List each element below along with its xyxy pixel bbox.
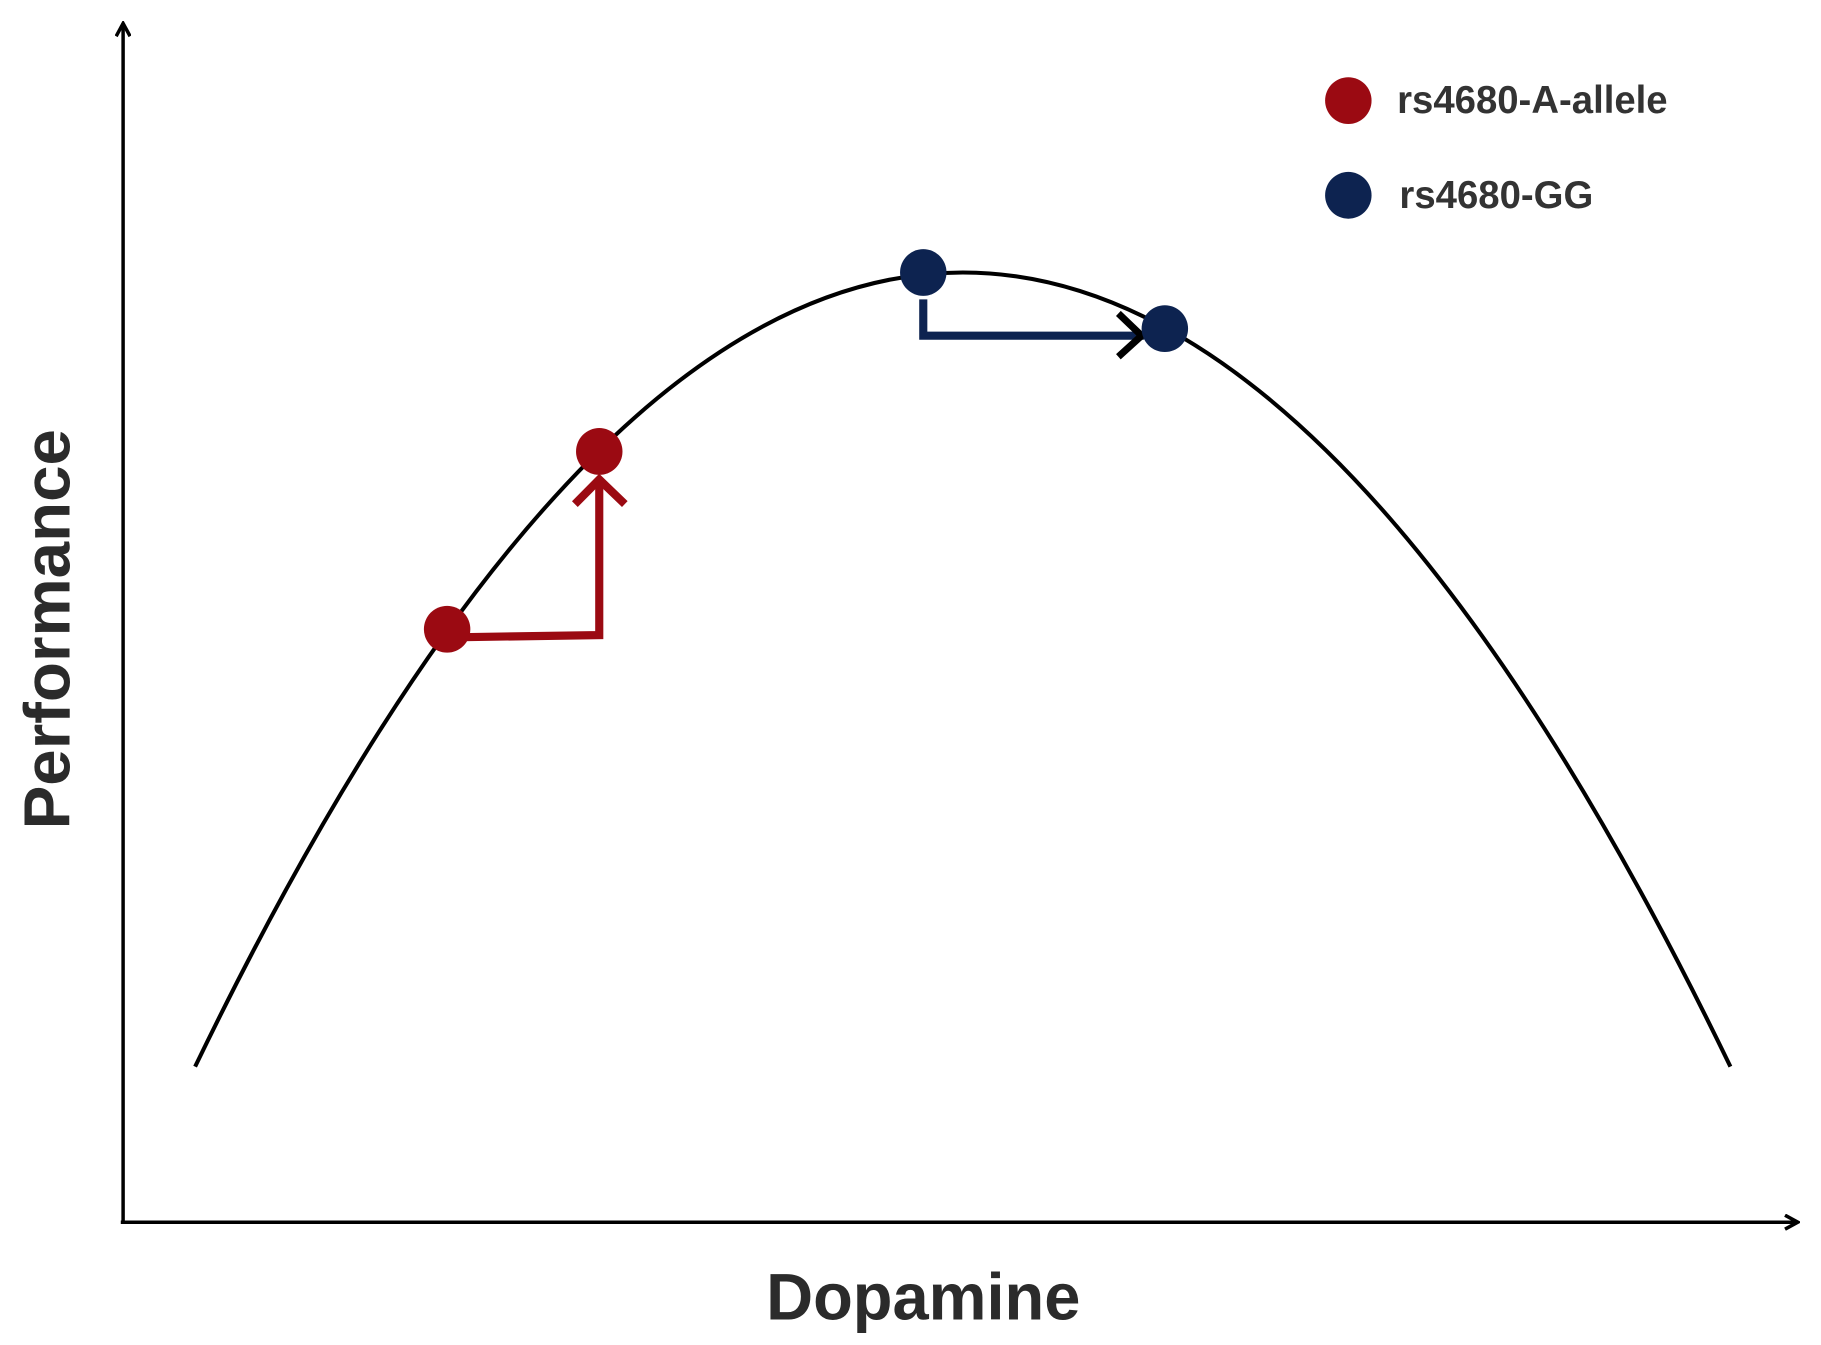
legend-marker xyxy=(1325,77,1372,124)
gg-arrow xyxy=(919,299,1144,340)
legend-marker xyxy=(1325,171,1372,219)
a-allele-arrowhead xyxy=(571,473,628,508)
a-allele-point xyxy=(423,605,471,653)
gg-point xyxy=(1141,305,1189,353)
a-allele-point xyxy=(576,428,623,475)
gg-point xyxy=(900,249,947,296)
curve xyxy=(193,270,1733,1068)
legend-label: rs4680-GG xyxy=(1399,174,1593,217)
a-allele-arrow xyxy=(447,479,604,642)
gg-arrowhead xyxy=(1115,310,1147,360)
x-axis-title: Dopamine xyxy=(766,1260,1080,1333)
legend-label: rs4680-A-allele xyxy=(1397,79,1668,122)
y-axis-title: Performance xyxy=(11,429,84,829)
